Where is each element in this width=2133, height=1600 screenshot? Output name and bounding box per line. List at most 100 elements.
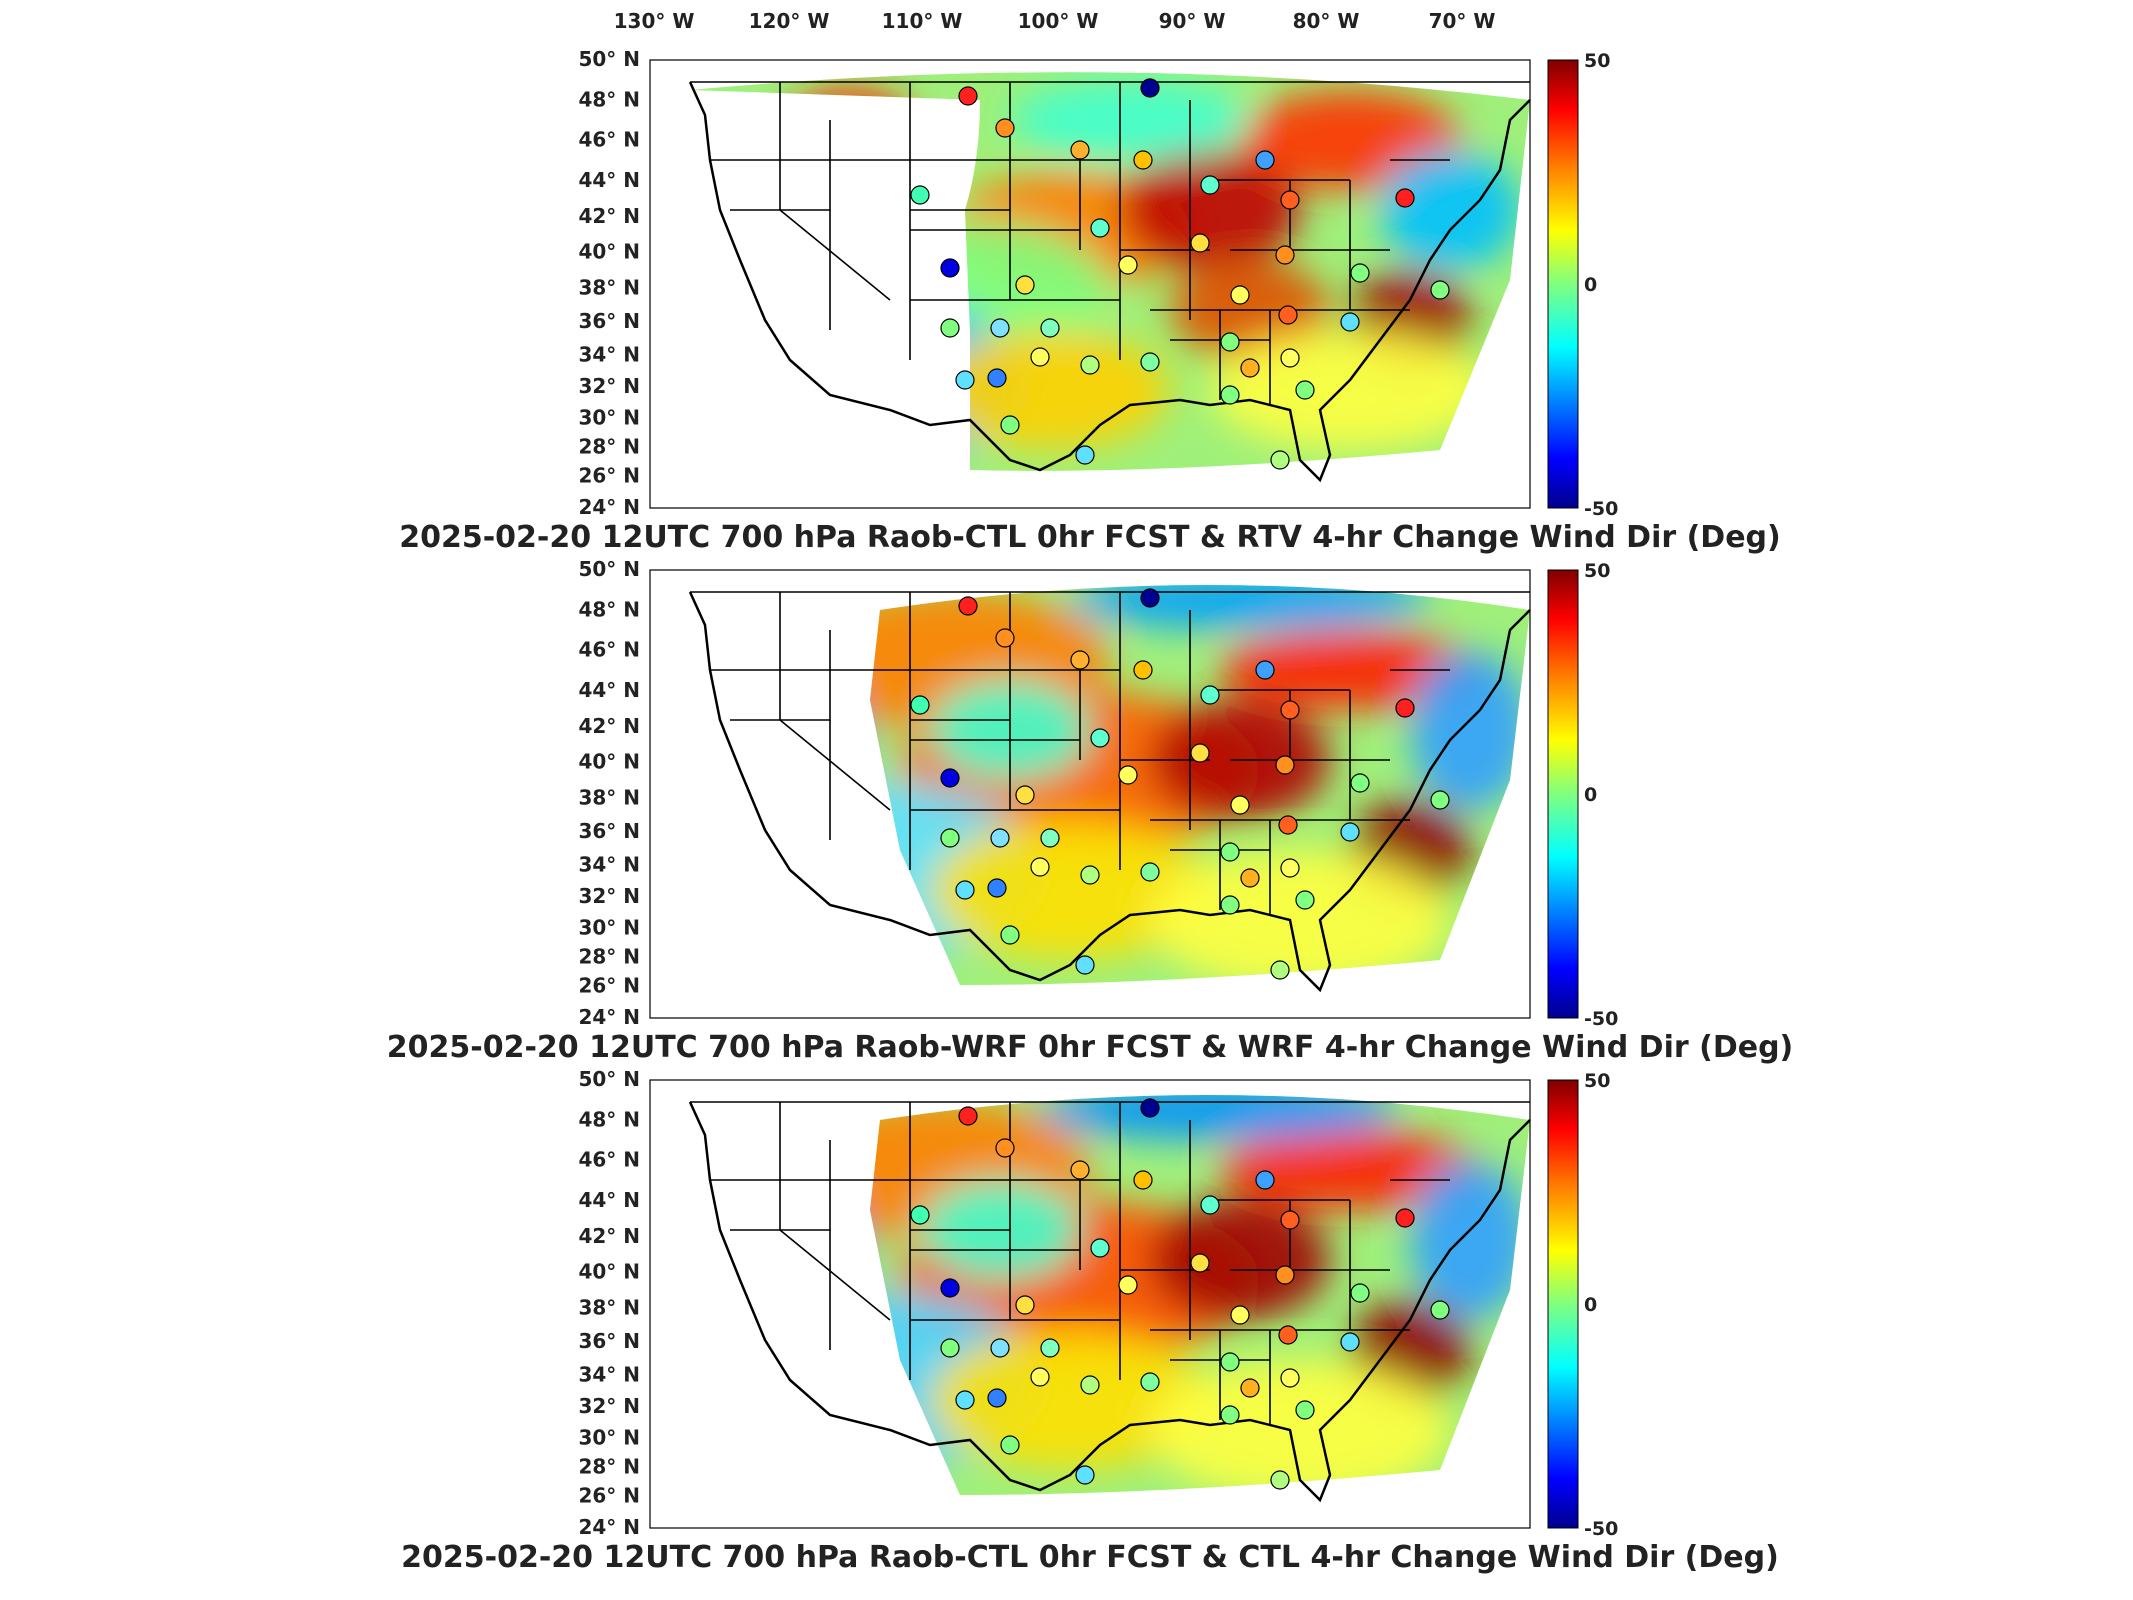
raob-stations [910,588,1450,980]
lat-tick-label: 36° N [578,309,640,333]
station-marker [1133,150,1153,170]
lat-tick-label: 48° N [578,1107,640,1131]
station-marker [1190,233,1210,253]
lat-tick-label: 32° N [578,884,640,908]
lon-tick-label: 120° W [749,9,830,33]
lat-tick-label: 28° N [578,945,640,969]
station-marker [1080,865,1100,885]
lat-tick-label: 50° N [578,1067,640,1091]
station-marker [987,1388,1007,1408]
station-marker [1070,140,1090,160]
plot-frame [649,569,1531,1019]
station-marker [1118,255,1138,275]
station-marker [1340,1332,1360,1352]
map-panel: 50° N 48° N 46° N 44° N 42° N 40° N 38° N 36° N… [399,47,1781,555]
station-marker [1220,1405,1240,1425]
station-marker [910,1205,930,1225]
lat-tick-label: 40° N [578,1260,640,1284]
station-marker [940,1278,960,1298]
plot-frame [649,59,1531,509]
lat-tick-label: 42° N [578,714,640,738]
colorbar-tick-label: 50 [1584,560,1610,582]
station-marker [1140,1098,1160,1118]
station-marker [940,768,960,788]
station-marker [995,628,1015,648]
station-marker [910,695,930,715]
station-marker [1350,1283,1370,1303]
station-marker [1430,790,1450,810]
station-marker [1295,1400,1315,1420]
station-marker [1350,263,1370,283]
lat-tick-label: 44° N [578,168,640,192]
lon-tick-label: 130° W [614,9,695,33]
station-marker [1275,755,1295,775]
station-marker [1270,1470,1290,1490]
colorbar-tick-label: 0 [1584,784,1597,806]
colorbar [1547,59,1579,509]
station-marker [1140,352,1160,372]
station-marker [1140,862,1160,882]
station-marker [1340,312,1360,332]
lat-tick-label: 42° N [578,204,640,228]
station-marker [1275,245,1295,265]
station-marker [1133,1170,1153,1190]
station-marker [1280,1210,1300,1230]
station-marker [1280,1368,1300,1388]
lat-tick-label: 50° N [578,47,640,71]
lat-tick-label: 38° N [578,785,640,809]
colorbar-tick-label: -50 [1584,1008,1618,1030]
station-marker [1075,445,1095,465]
station-marker [910,185,930,205]
station-marker [1220,332,1240,352]
station-marker [955,1390,975,1410]
station-marker [1255,1170,1275,1190]
raob-stations [910,78,1450,470]
station-marker [1270,450,1290,470]
station-marker [1200,175,1220,195]
station-marker [940,318,960,338]
lon-tick-label: 100° W [1018,9,1099,33]
station-marker [1070,1160,1090,1180]
lon-tick-label: 70° W [1429,9,1496,33]
station-marker [990,828,1010,848]
colorbar-tick-label: 0 [1584,274,1597,296]
station-marker [1000,925,1020,945]
station-marker [1040,1338,1060,1358]
station-marker [995,1138,1015,1158]
station-marker [1030,1367,1050,1387]
lat-tick-label: 28° N [578,435,640,459]
station-marker [958,596,978,616]
station-marker [990,1338,1010,1358]
lat-tick-label: 46° N [578,1148,640,1172]
station-marker [1430,280,1450,300]
station-marker [1118,1275,1138,1295]
lat-tick-label: 34° N [578,853,640,877]
station-marker [958,1106,978,1126]
state-boundaries [688,591,1531,993]
station-marker [1090,728,1110,748]
colorbar-tick-label: -50 [1584,1518,1618,1540]
station-marker [1200,685,1220,705]
station-marker [1140,588,1160,608]
lat-tick-label: 36° N [578,819,640,843]
lat-tick-label: 40° N [578,750,640,774]
station-marker [1220,385,1240,405]
colorbar-tick-label: 50 [1584,50,1610,72]
panel-title: 2025-02-20 12UTC 700 hPa Raob-CTL 0hr FC… [399,520,1781,555]
lat-tick-label: 32° N [578,374,640,398]
lat-tick-label: 36° N [578,1329,640,1353]
station-marker [1295,890,1315,910]
lon-tick-label: 110° W [882,9,963,33]
colorbar-tick-label: -50 [1584,498,1618,520]
station-marker [1080,1375,1100,1395]
panel-title: 2025-02-20 12UTC 700 hPa Raob-CTL 0hr FC… [401,1540,1779,1575]
station-marker [1280,700,1300,720]
lat-tick-label: 44° N [578,1188,640,1212]
lat-tick-label: 38° N [578,1295,640,1319]
station-marker [1133,660,1153,680]
station-marker [1395,698,1415,718]
station-marker [1275,1265,1295,1285]
colorbar-tick-label: 50 [1584,1070,1610,1092]
station-marker [995,118,1015,138]
station-marker [1190,1253,1210,1273]
